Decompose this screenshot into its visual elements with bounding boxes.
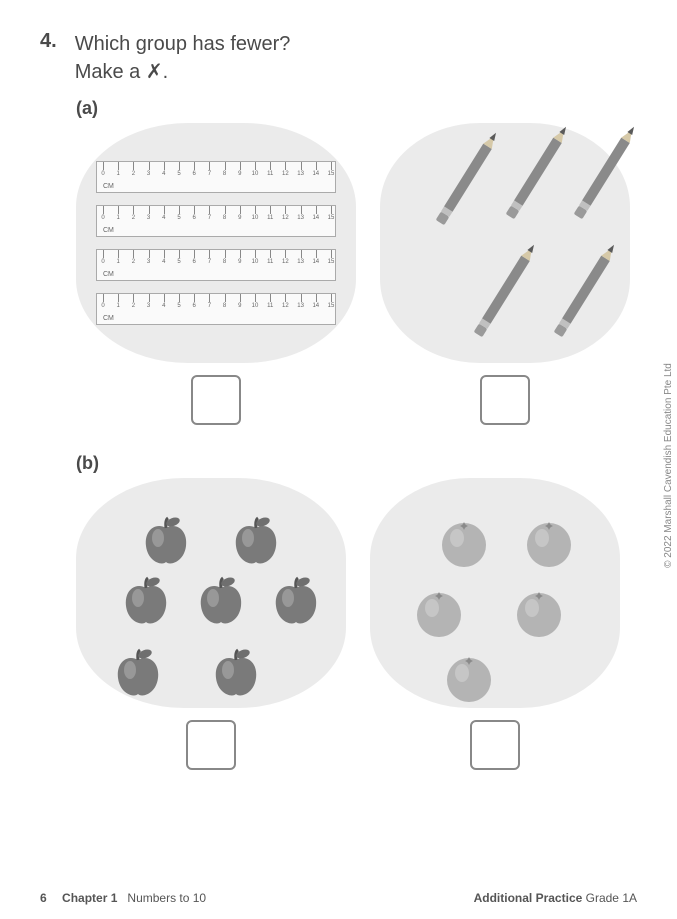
orange-icon xyxy=(522,516,576,575)
apple-icon xyxy=(110,646,166,707)
page-footer: 6 Chapter 1 Numbers to 10 Additional Pra… xyxy=(40,891,637,905)
footer-right-bold: Additional Practice xyxy=(474,891,583,905)
answer-box-b-left[interactable] xyxy=(186,720,236,770)
orange-icon xyxy=(442,651,496,710)
apple-icon xyxy=(118,574,174,635)
group-a-right xyxy=(380,123,630,363)
group-a-left: 0123456789101112131415CM 0123456789101112… xyxy=(76,123,356,363)
part-a-label: (a) xyxy=(76,98,637,119)
answer-box-a-right[interactable] xyxy=(480,375,530,425)
apple-icon xyxy=(268,574,324,635)
part-b-label: (b) xyxy=(76,453,637,474)
ruler-icon: 0123456789101112131415CM xyxy=(96,161,336,193)
page-number: 6 xyxy=(40,891,47,905)
question-prompt-line1: Which group has fewer? xyxy=(75,30,291,58)
orange-icon xyxy=(412,586,466,645)
chapter-label: Chapter 1 xyxy=(62,891,117,905)
ruler-icon: 0123456789101112131415CM xyxy=(96,205,336,237)
question-number: 4. xyxy=(40,30,57,86)
pencil-icon xyxy=(472,238,542,339)
chapter-title-text: Numbers to 10 xyxy=(127,891,206,905)
copyright-text: © 2022 Marshall Cavendish Education Pte … xyxy=(664,363,675,568)
answer-box-a-left[interactable] xyxy=(191,375,241,425)
pencil-icon xyxy=(504,120,574,221)
apple-icon xyxy=(228,514,284,575)
footer-right-rest: Grade 1A xyxy=(582,891,637,905)
pencil-icon xyxy=(552,238,622,339)
question-prompt-line2: Make a ✗. xyxy=(75,58,291,86)
pencil-icon xyxy=(434,126,504,227)
apple-icon xyxy=(138,514,194,575)
pencil-icon xyxy=(572,120,642,221)
orange-icon xyxy=(512,586,566,645)
answer-box-b-right[interactable] xyxy=(470,720,520,770)
apple-icon xyxy=(208,646,264,707)
apple-icon xyxy=(193,574,249,635)
orange-icon xyxy=(437,516,491,575)
ruler-icon: 0123456789101112131415CM xyxy=(96,293,336,325)
group-b-left xyxy=(76,478,346,708)
group-b-right xyxy=(370,478,620,708)
ruler-icon: 0123456789101112131415CM xyxy=(96,249,336,281)
